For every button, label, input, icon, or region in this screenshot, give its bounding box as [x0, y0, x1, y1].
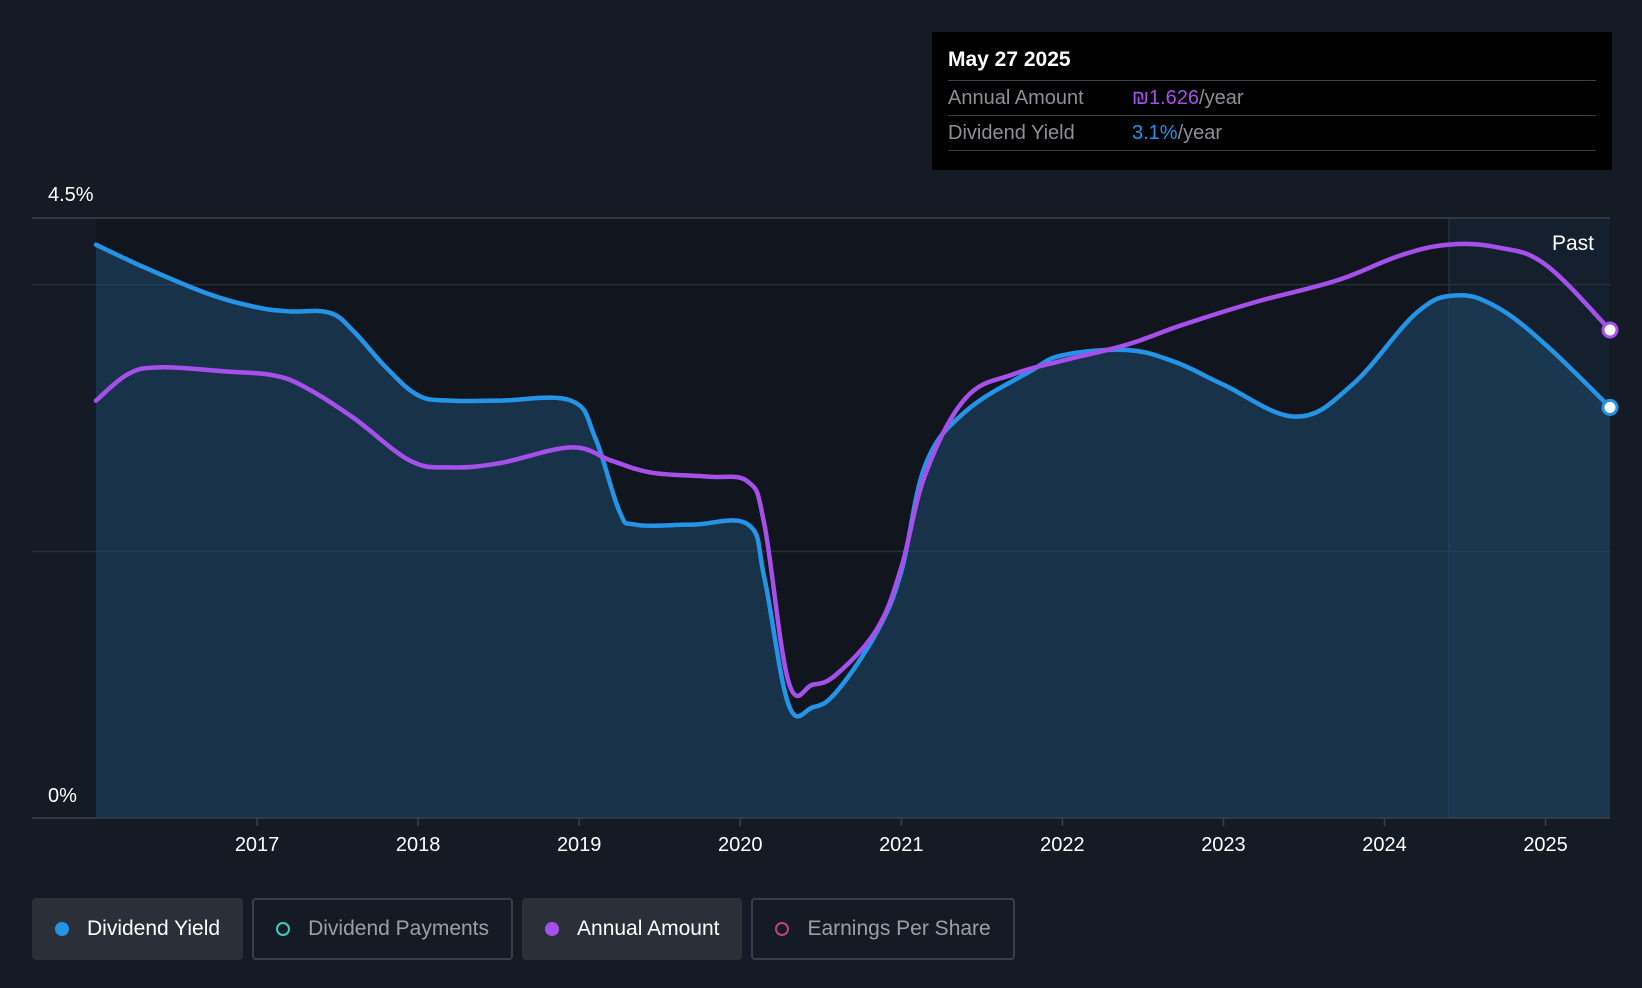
legend-dividend-payments[interactable]: Dividend Payments	[252, 898, 514, 960]
legend-dividend-yield-label: Dividend Yield	[87, 917, 221, 940]
y-tick-label-min: 0%	[48, 785, 77, 807]
past-label: Past	[1552, 232, 1594, 255]
legend-earnings-per-share[interactable]: Earnings Per Share	[751, 898, 1015, 960]
legend-dividend-yield-dot-icon	[55, 922, 69, 936]
annual-amount-end-marker	[1601, 321, 1619, 339]
legend-earnings-per-share-ring-icon	[775, 922, 790, 936]
legend-annual-amount[interactable]: Annual Amount	[522, 898, 743, 960]
legend-earnings-per-share-label: Earnings Per Share	[807, 917, 991, 940]
legend-dividend-payments-ring-icon	[276, 922, 291, 936]
x-tick-label: 2018	[396, 834, 441, 856]
x-tick-label: 2019	[557, 834, 602, 856]
x-tick-label: 2023	[1201, 834, 1246, 856]
annual-amount-line	[93, 241, 1613, 699]
x-tick-label: 2021	[879, 834, 924, 856]
tooltip-yield-value: 3.1%	[1132, 122, 1178, 144]
x-tick-label: 2022	[1040, 834, 1085, 856]
tooltip-annual-value: ₪1.626	[1132, 87, 1200, 109]
tooltip-annual-label: Annual Amount	[948, 87, 1084, 109]
x-tick-label: 2025	[1523, 834, 1568, 856]
legend-dividend-payments-label: Dividend Payments	[308, 917, 490, 940]
tooltip-yield-row: Dividend Yield 3.1% /year	[948, 116, 1596, 151]
legend-annual-amount-dot-icon	[545, 922, 560, 936]
dividend-yield-end-marker	[1601, 398, 1619, 416]
y-tick-label-max: 4.5%	[48, 184, 94, 206]
x-axis-ticks: 2017 2018 2019 2020 2021 2022 2023 2024 2025	[235, 818, 1568, 856]
tooltip-annual-row: Annual Amount ₪1.626 /year	[948, 81, 1596, 116]
tooltip-annual-unit: /year	[1199, 87, 1244, 109]
legend: Dividend Yield Dividend Payments Annual …	[32, 898, 1024, 960]
x-tick-label: 2020	[718, 834, 763, 856]
dividend-yield-line	[93, 242, 1613, 719]
tooltip-yield-label: Dividend Yield	[948, 122, 1075, 144]
x-tick-label: 2017	[235, 834, 280, 856]
dividend-yield-area	[96, 244, 1610, 818]
tooltip-yield-unit: /year	[1177, 122, 1223, 144]
legend-dividend-yield[interactable]: Dividend Yield	[32, 898, 244, 960]
x-tick-label: 2024	[1362, 834, 1407, 856]
tooltip: May 27 2025 Annual Amount ₪1.626 /year D…	[932, 32, 1612, 170]
legend-annual-amount-label: Annual Amount	[577, 917, 720, 940]
tooltip-date: May 27 2025	[948, 46, 1596, 81]
